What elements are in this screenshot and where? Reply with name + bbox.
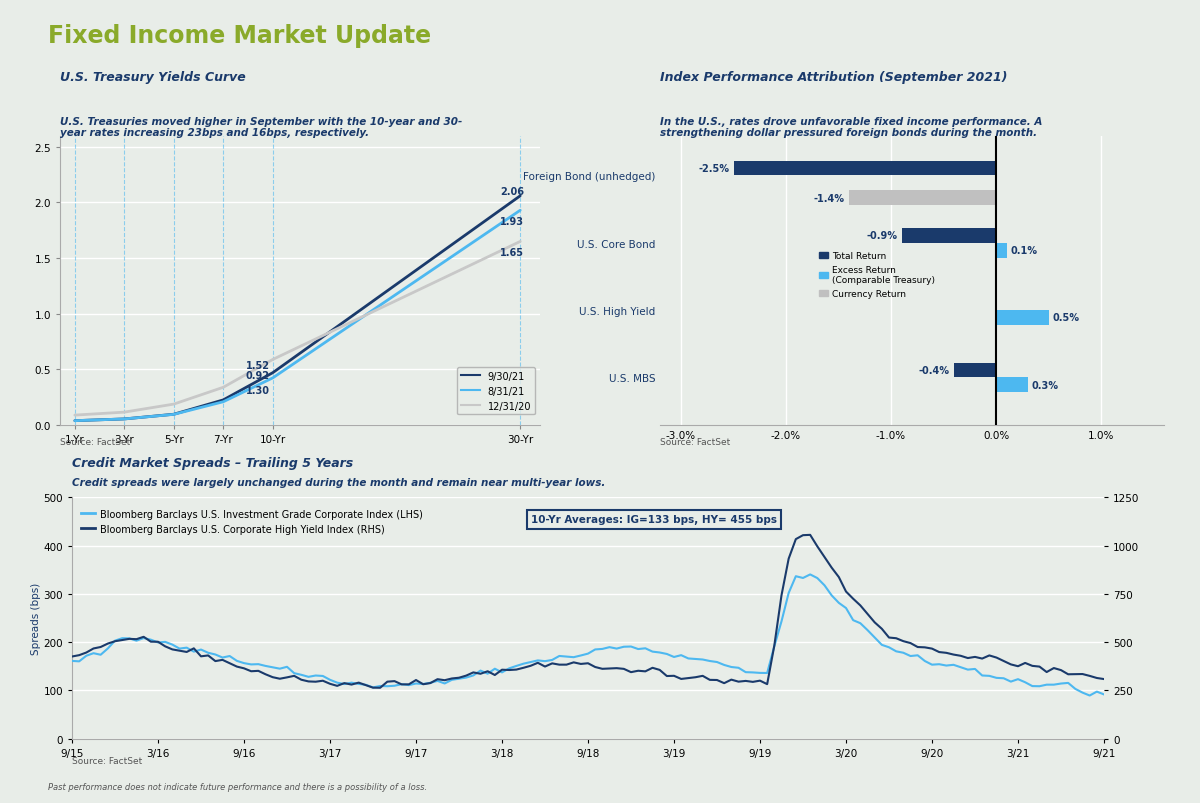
Bar — [901, 229, 996, 243]
Text: 0.5%: 0.5% — [1052, 313, 1080, 323]
Text: 1.65: 1.65 — [500, 247, 524, 258]
Text: -0.4%: -0.4% — [919, 365, 950, 376]
Text: Index Performance Attribution (September 2021): Index Performance Attribution (September… — [660, 71, 1008, 84]
Text: 1.93: 1.93 — [500, 216, 524, 226]
Text: Source: FactSet: Source: FactSet — [660, 438, 731, 446]
Text: -0.9%: -0.9% — [866, 231, 898, 241]
Text: Credit Market Spreads – Trailing 5 Years: Credit Market Spreads – Trailing 5 Years — [72, 457, 353, 470]
Bar — [954, 363, 996, 378]
Legend: Total Return, Excess Return
(Comparable Treasury), Currency Return: Total Return, Excess Return (Comparable … — [816, 248, 938, 302]
Text: -2.5%: -2.5% — [698, 164, 730, 173]
Y-axis label: Spreads (bps): Spreads (bps) — [30, 582, 41, 654]
Text: Source: FactSet: Source: FactSet — [60, 438, 131, 446]
Bar — [850, 191, 996, 206]
Text: 0.92: 0.92 — [246, 371, 270, 381]
Bar — [996, 378, 1027, 393]
Text: 2.06: 2.06 — [500, 186, 524, 196]
Text: 0.1%: 0.1% — [1010, 246, 1038, 256]
Legend: 9/30/21, 8/31/21, 12/31/20: 9/30/21, 8/31/21, 12/31/20 — [457, 368, 535, 415]
Bar — [996, 311, 1049, 325]
Text: 1.30: 1.30 — [246, 386, 270, 396]
Text: U.S. Treasury Yields Curve: U.S. Treasury Yields Curve — [60, 71, 246, 84]
Text: 10-Yr Averages: IG=133 bps, HY= 455 bps: 10-Yr Averages: IG=133 bps, HY= 455 bps — [532, 515, 778, 524]
Text: Past performance does not indicate future performance and there is a possibility: Past performance does not indicate futur… — [48, 781, 427, 790]
Text: U.S. Treasuries moved higher in September with the 10-year and 30-
year rates in: U.S. Treasuries moved higher in Septembe… — [60, 116, 462, 138]
Legend: Bloomberg Barclays U.S. Investment Grade Corporate Index (LHS), Bloomberg Barcla: Bloomberg Barclays U.S. Investment Grade… — [77, 505, 427, 538]
Bar — [996, 243, 1007, 259]
Bar — [733, 161, 996, 176]
Text: 1.52: 1.52 — [246, 361, 270, 371]
Text: In the U.S., rates drove unfavorable fixed income performance. A
strengthening d: In the U.S., rates drove unfavorable fix… — [660, 116, 1043, 138]
Text: 0.3%: 0.3% — [1032, 381, 1058, 390]
Text: Credit spreads were largely unchanged during the month and remain near multi-yea: Credit spreads were largely unchanged du… — [72, 478, 605, 487]
Text: Fixed Income Market Update: Fixed Income Market Update — [48, 24, 431, 48]
Text: Source: FactSet: Source: FactSet — [72, 756, 143, 765]
Text: -1.4%: -1.4% — [814, 194, 845, 203]
